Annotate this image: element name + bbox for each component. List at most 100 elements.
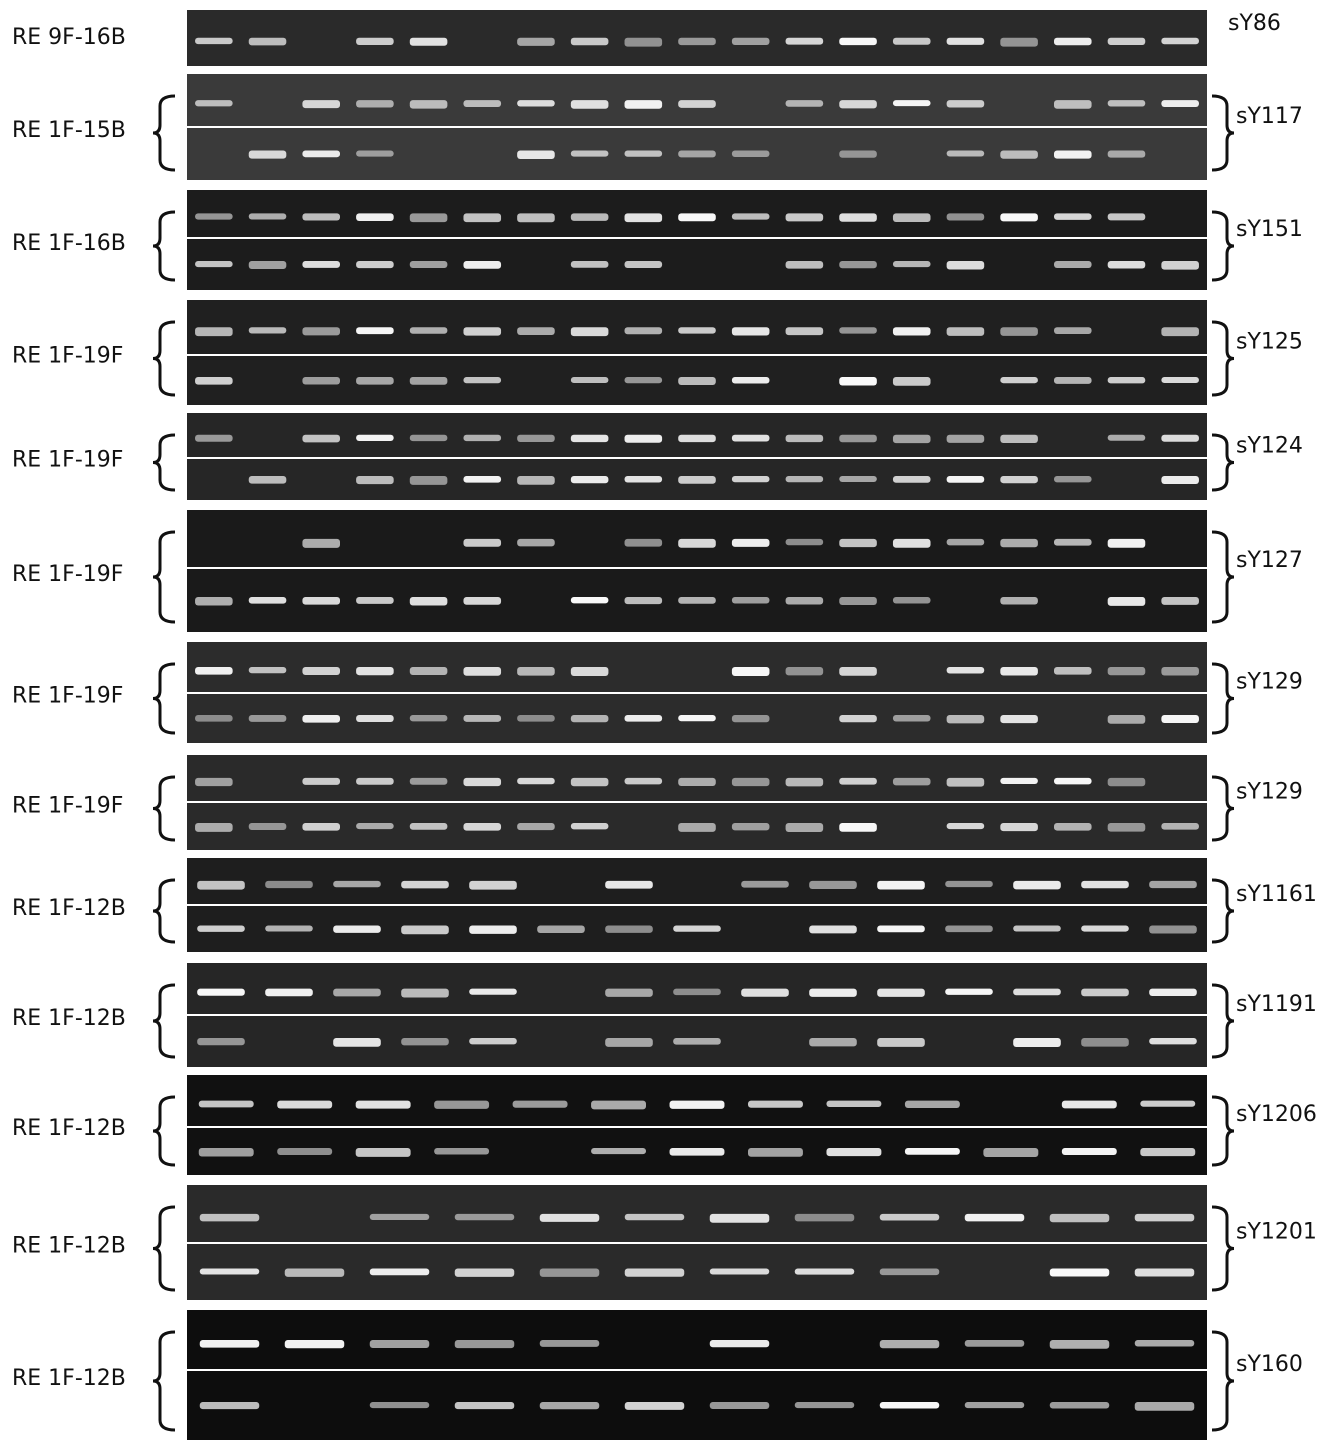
gel-band <box>786 823 824 832</box>
gel-band <box>463 261 501 269</box>
gel-band <box>463 778 501 786</box>
gel-band <box>370 1402 430 1408</box>
gel-band <box>893 261 931 267</box>
gel-band <box>410 377 448 385</box>
gel-band <box>1108 151 1146 158</box>
left-label: RE 1F-12B <box>12 1006 126 1031</box>
gel-band <box>517 778 555 784</box>
gel-band <box>1054 476 1092 482</box>
gel-panel <box>187 190 1207 290</box>
gel-band <box>1135 1269 1195 1277</box>
gel-band <box>540 1214 600 1222</box>
gel-band <box>463 377 501 383</box>
gel-band <box>1000 715 1038 723</box>
gel-band <box>410 261 448 268</box>
gel-band <box>947 778 985 787</box>
gel-band <box>356 778 394 785</box>
gel-band <box>370 1214 430 1220</box>
gel-band <box>540 1269 600 1277</box>
gel-band <box>356 1148 411 1157</box>
gel-band <box>839 377 877 386</box>
gel-band <box>732 597 770 603</box>
gel-band <box>200 1214 260 1222</box>
right-label: sY1201 <box>1236 1220 1317 1245</box>
gel-band <box>302 435 340 443</box>
left-bracket <box>153 1097 175 1165</box>
gel-band <box>826 1148 881 1156</box>
right-bracket <box>1212 777 1234 840</box>
gel-band <box>265 989 313 997</box>
left-bracket <box>153 880 175 942</box>
gel-band <box>1108 261 1146 268</box>
gel-band <box>195 213 233 219</box>
gel-band <box>517 151 555 160</box>
gel-band <box>1054 667 1092 675</box>
gel-band <box>463 100 501 107</box>
gel-band <box>880 1402 940 1408</box>
right-label: sY1191 <box>1236 992 1317 1017</box>
gel-band <box>732 38 770 45</box>
left-bracket <box>153 212 175 280</box>
gel-band <box>710 1402 770 1409</box>
gel-band <box>571 597 609 603</box>
gel-band <box>1108 539 1146 548</box>
gel-band <box>517 213 555 222</box>
right-label: sY86 <box>1228 11 1281 36</box>
gel-band <box>1149 881 1197 888</box>
gel-band <box>517 476 555 485</box>
gel-band <box>947 213 985 220</box>
gel-band <box>455 1402 515 1409</box>
gel-band <box>893 778 931 785</box>
gel-band <box>1013 989 1061 996</box>
gel-band <box>625 1214 685 1220</box>
gel-band <box>786 667 824 675</box>
gel-band <box>678 327 716 333</box>
gel-band <box>1000 327 1038 336</box>
gel-band <box>732 213 770 219</box>
gel-band <box>893 539 931 548</box>
right-label: sY125 <box>1236 330 1303 355</box>
gel-band <box>839 667 877 676</box>
gel-band <box>1081 926 1129 932</box>
gel-band <box>410 327 448 333</box>
gel-band <box>571 327 609 336</box>
left-label: RE 1F-12B <box>12 1234 126 1259</box>
gel-band <box>410 476 448 485</box>
gel-band <box>1054 377 1092 384</box>
left-bracket <box>153 664 175 733</box>
gel-band <box>401 926 449 935</box>
gel-band <box>463 327 501 335</box>
right-bracket <box>1212 880 1234 942</box>
gel-band <box>1000 38 1038 47</box>
gel-band <box>710 1269 770 1275</box>
gel-band <box>1108 38 1146 45</box>
gel-band <box>673 926 721 932</box>
gel-band <box>1161 377 1199 383</box>
gel-band <box>678 151 716 158</box>
gel-band <box>401 1038 449 1045</box>
gel-band <box>200 1269 260 1275</box>
gel-band <box>249 213 287 219</box>
gel-band <box>571 38 609 45</box>
left-label: RE 9F-16B <box>12 25 126 50</box>
gel-figure: RE 9F-16BsY86RE 1F-15BsY117RE 1F-16BsY15… <box>0 0 1344 1441</box>
gel-band <box>893 100 931 106</box>
gel-band <box>748 1148 803 1157</box>
gel-band <box>893 435 931 443</box>
gel-band <box>670 1148 725 1156</box>
gel-band <box>732 327 770 335</box>
gel-band <box>517 667 555 676</box>
gel-band <box>195 667 233 675</box>
gel-band <box>195 38 233 44</box>
gel-band <box>591 1148 646 1154</box>
gel-band <box>199 1148 254 1157</box>
gel-band <box>571 823 609 829</box>
gel-band <box>517 100 555 106</box>
gel-band <box>410 38 448 46</box>
gel-band <box>893 476 931 483</box>
gel-band <box>410 213 448 222</box>
gel-band <box>839 823 877 832</box>
right-bracket <box>1212 985 1234 1057</box>
gel-band <box>571 778 609 786</box>
gel-band <box>469 1038 517 1044</box>
